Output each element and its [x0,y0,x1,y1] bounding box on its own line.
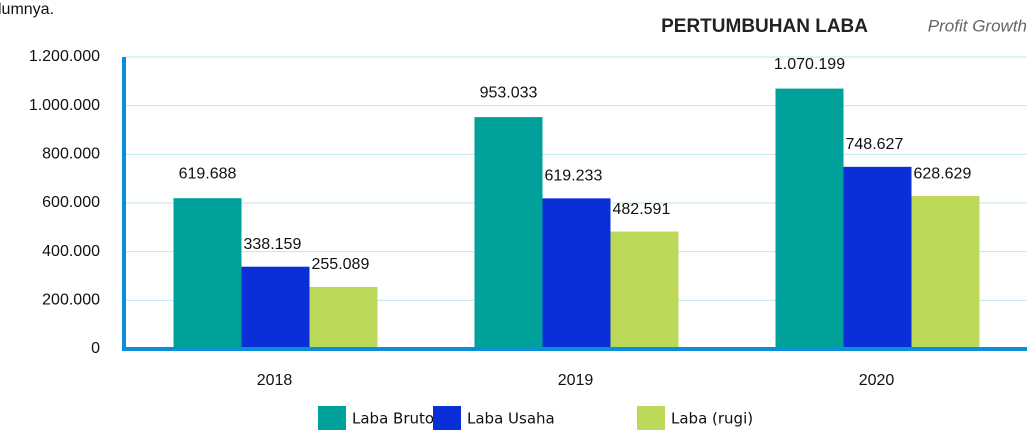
legend-swatch [637,406,665,430]
bar [843,166,912,349]
value-label: 628.629 [914,165,972,182]
y-tick-label: 0 [91,340,100,357]
cropped-text: lumnya. [0,1,54,18]
value-label: 1.070.199 [774,56,845,73]
legend-swatch [433,406,461,430]
bar [542,198,611,349]
x-tick-label: 2019 [558,372,594,389]
chart-subtitle: Profit Growth [928,16,1027,35]
y-tick-label: 1.200.000 [29,48,100,65]
bar [173,198,242,349]
value-label: 482.591 [613,201,671,218]
bar [775,88,844,350]
chart-title: PERTUMBUHAN LABA [661,16,868,37]
legend-swatch [318,406,346,430]
bar [474,117,543,349]
x-tick-label: 2018 [257,372,293,389]
value-label: 953.033 [480,84,538,101]
legend-label: Laba (rugi) [671,410,753,428]
bar [911,196,980,349]
value-label: 748.627 [846,136,904,153]
value-label: 619.233 [545,168,603,185]
legend-label: Laba Bruto [352,410,434,428]
y-tick-label: 1.000.000 [29,97,100,114]
y-tick-label: 600.000 [42,194,100,211]
y-tick-label: 200.000 [42,292,100,309]
bar [610,231,679,349]
value-label: 338.159 [244,236,302,253]
value-label: 255.089 [312,256,370,273]
bar [309,286,378,349]
x-tick-label: 2020 [859,372,895,389]
value-label: 619.688 [179,165,237,182]
bar [241,266,310,349]
legend-label: Laba Usaha [467,410,555,428]
y-tick-label: 800.000 [42,146,100,163]
y-tick-label: 400.000 [42,243,100,260]
